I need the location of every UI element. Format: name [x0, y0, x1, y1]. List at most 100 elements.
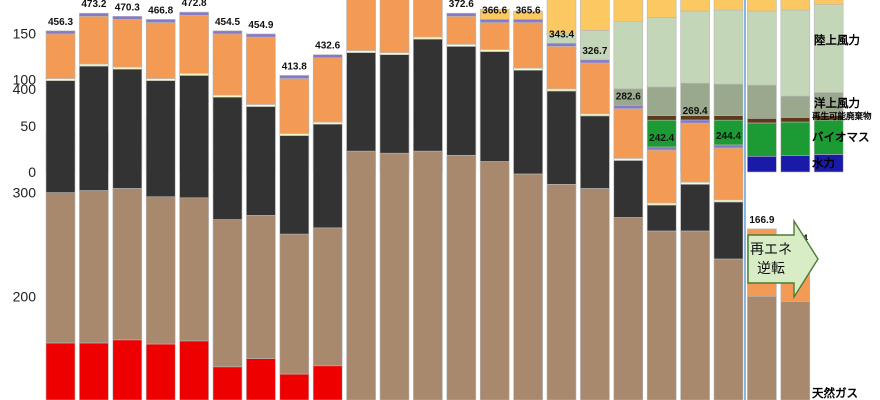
- upper-ytick-label: 0: [28, 164, 36, 180]
- lower-bar-segment-s4: [646, 149, 677, 204]
- lower-bar-stack: [279, 75, 310, 400]
- upper-bar-segment-s3: [646, 86, 677, 116]
- lower-bar-segment-s4: [112, 19, 143, 68]
- lower-bar-segment-s5: [79, 12, 109, 17]
- lower-bar-segment-s4: [446, 16, 477, 45]
- lower-bar-segment-s5: [613, 105, 644, 109]
- lower-ytick-label: 400: [13, 81, 37, 97]
- lower-bar-segment-s1: [279, 233, 310, 375]
- lower-bar-segment-s1: [145, 196, 176, 345]
- lower-bar-segment-s1: [780, 301, 811, 400]
- callout-line1: 再エネ: [750, 241, 792, 257]
- lower-bar-segment-s3: [546, 88, 577, 92]
- lower-bar-segment-s2: [179, 75, 209, 199]
- legend-natural-gas: 天然ガス: [812, 386, 858, 400]
- upper-bar-segment-s4: [613, 20, 644, 90]
- lower-bar-segment-s4: [346, 0, 376, 51]
- lower-bar-segment-s1: [646, 230, 677, 400]
- upper-bar-segment-s4: [780, 9, 811, 97]
- lower-bar-stack: [580, 59, 610, 400]
- lower-bar-segment-s1: [613, 217, 644, 400]
- lower-bar-stack: [246, 33, 276, 400]
- lower-bar-stack: [546, 42, 577, 400]
- lower-bar-segment-s1: [680, 230, 710, 400]
- lower-bar-segment-s0: [179, 340, 209, 400]
- upper-bar-segment-s2: [646, 115, 677, 121]
- lower-bar-segment-s5: [112, 16, 143, 20]
- lower-bar-segment-s5: [646, 146, 677, 151]
- lower-bar-stack: [179, 11, 209, 400]
- lower-bar-segment-s0: [112, 339, 143, 400]
- lower-bar-segment-s4: [79, 16, 109, 65]
- upper-ytick-label: 100: [13, 72, 37, 88]
- upper-bar-segment-s4: [680, 10, 710, 84]
- legend-biomass: バイオマス: [812, 131, 870, 144]
- lower-total-label: 470.3: [115, 2, 140, 13]
- lower-total-label: 454.5: [215, 17, 240, 28]
- legend: 陸上風力 洋上風力 再生可能廃棄物 バイオマス 水力 天然ガス: [812, 33, 872, 400]
- upper-bar-segment-s5: [747, 0, 777, 12]
- lower-bar-segment-s4: [145, 22, 176, 79]
- upper-bar-segment-s5: [646, 0, 677, 18]
- lower-bar-segment-s5: [179, 11, 209, 16]
- lower-bar-stack: [45, 30, 76, 400]
- lower-bar-stack: [413, 0, 443, 400]
- lower-bar-segment-s1: [212, 219, 243, 368]
- lower-bar-segment-s2: [246, 106, 276, 216]
- lower-y-axis: 200 300 400: [13, 81, 37, 304]
- lower-bar-segment-s1: [312, 227, 343, 367]
- lower-bar-segment-s2: [546, 90, 577, 185]
- upper-bar-segment-s5: [680, 0, 710, 12]
- lower-bar-segment-s2: [79, 65, 109, 191]
- lower-bar-segment-s3: [446, 44, 477, 47]
- lower-bar-segment-s3: [413, 36, 443, 40]
- upper-bar-segment-s1: [780, 121, 811, 156]
- lower-bar-segment-s5: [45, 30, 76, 35]
- upper-ytick-label: 50: [20, 118, 36, 134]
- lower-bar-segment-s5: [546, 42, 577, 47]
- upper-bar-segment-s3: [713, 83, 744, 116]
- lower-bar-segment-s3: [479, 49, 510, 52]
- lower-total-label: 413.8: [282, 61, 307, 72]
- lower-bar-segment-s5: [446, 12, 477, 17]
- lower-bar-segment-s5: [279, 75, 310, 79]
- lower-bar-segment-s3: [379, 52, 410, 55]
- lower-bar-segment-s1: [246, 215, 276, 359]
- lower-bar-stack: [680, 119, 710, 400]
- lower-total-label: 473.2: [81, 0, 106, 10]
- lower-bar-segment-s2: [613, 160, 644, 218]
- lower-bar-stack: [112, 16, 143, 400]
- upper-bar-segment-s2: [713, 115, 744, 121]
- lower-bar-segment-s2: [680, 184, 710, 232]
- lower-total-label: 366.6: [482, 5, 507, 16]
- lower-bar-segment-s1: [713, 258, 744, 400]
- lower-bar-segment-s5: [580, 59, 610, 64]
- lower-bar-segment-s2: [513, 69, 543, 175]
- lower-bar-segment-s2: [212, 96, 243, 220]
- lower-bar-stack: [79, 12, 109, 400]
- lower-bar-segment-s1: [179, 197, 209, 342]
- lower-total-label: 326.7: [582, 46, 607, 57]
- lower-bar-segment-s2: [713, 201, 744, 260]
- upper-bar-segment-s2: [747, 118, 777, 124]
- lower-bar-segment-s3: [580, 113, 610, 117]
- upper-bar-stack: [646, 0, 677, 173]
- lower-bar-segment-s4: [212, 33, 243, 96]
- lower-bar-stack: [212, 30, 243, 400]
- lower-bar-segment-s4: [580, 62, 610, 115]
- lower-bar-segment-s0: [212, 366, 243, 400]
- lower-bar-segment-s5: [145, 19, 176, 23]
- reversal-arrow-callout: 再エネ 逆転: [747, 218, 819, 300]
- lower-bar-segment-s3: [145, 78, 176, 81]
- legend-hydro: 水力: [812, 156, 835, 170]
- lower-bar-segment-s4: [312, 57, 343, 123]
- upper-bar-segment-s3: [780, 95, 811, 118]
- lower-bar-segment-s0: [312, 365, 343, 400]
- lower-bar-segment-s1: [79, 190, 109, 344]
- lower-bar-segment-s5: [713, 144, 744, 149]
- lower-bar-segment-s2: [45, 80, 76, 193]
- arrow-icon: [747, 218, 819, 300]
- lower-bar-segment-s3: [112, 66, 143, 70]
- upper-ytick-label: 150: [13, 25, 37, 41]
